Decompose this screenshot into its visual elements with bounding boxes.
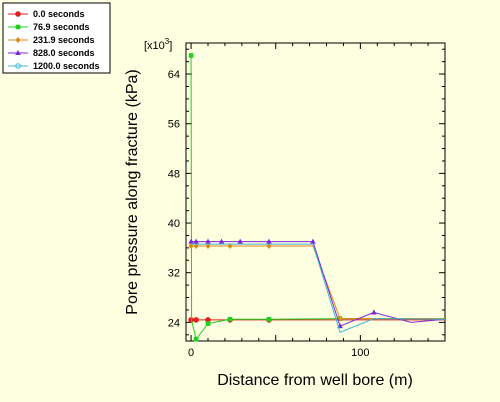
x-axis-title: Distance from well bore (m) xyxy=(217,372,413,389)
data-point xyxy=(227,316,233,322)
series-line xyxy=(190,55,445,341)
y-tick-label: 24 xyxy=(168,317,180,329)
legend-marker xyxy=(15,24,21,30)
data-point xyxy=(310,238,316,244)
y-tick-label: 56 xyxy=(168,119,180,131)
data-point xyxy=(188,238,194,244)
y-tick-label: 64 xyxy=(168,69,180,81)
series-line xyxy=(191,243,446,333)
legend-marker xyxy=(15,50,21,55)
legend-marker xyxy=(15,63,21,69)
data-point xyxy=(266,238,272,244)
plot-area xyxy=(185,42,446,342)
x-axis: 0 100 xyxy=(188,43,446,359)
legend-label: 0.0 seconds xyxy=(33,9,85,19)
x-tick-label: 100 xyxy=(351,347,369,359)
data-point xyxy=(266,316,272,322)
y-multiplier-exponent: 3 xyxy=(165,37,170,46)
legend-marker xyxy=(15,37,21,43)
data-point xyxy=(188,53,194,58)
legend: 0.0 seconds 76.9 seconds 231.9 seconds 828.… xyxy=(2,2,111,74)
data-point xyxy=(188,317,194,323)
y-axis-title: Pore pressure along fracture (kPa) xyxy=(124,69,141,314)
data-point xyxy=(237,238,243,244)
data-point xyxy=(337,315,343,322)
y-axis: 24 32 40 48 56 64 xyxy=(168,48,445,336)
data-point xyxy=(371,309,377,315)
data-point xyxy=(205,238,211,244)
legend-label: 76.9 seconds xyxy=(33,22,90,32)
series-layer xyxy=(188,53,446,342)
data-point xyxy=(205,321,211,326)
data-point xyxy=(193,238,199,244)
legend-label: 828.0 seconds xyxy=(33,48,95,58)
data-point xyxy=(218,238,225,244)
legend-label: 1200.0 seconds xyxy=(33,61,100,71)
y-tick-label: 48 xyxy=(168,168,180,180)
legend-marker xyxy=(15,11,21,17)
data-point xyxy=(193,336,199,342)
legend-box xyxy=(2,2,111,74)
y-multiplier-close: ] xyxy=(169,40,172,52)
y-tick-label: 32 xyxy=(168,268,180,280)
series-4 xyxy=(191,243,446,333)
data-point xyxy=(193,317,199,323)
legend-label: 231.9 seconds xyxy=(33,35,95,45)
y-multiplier-label: [x103] xyxy=(144,37,172,52)
series-3 xyxy=(188,238,446,329)
y-tick-label: 40 xyxy=(168,218,180,230)
x-tick-label: 0 xyxy=(188,347,194,359)
